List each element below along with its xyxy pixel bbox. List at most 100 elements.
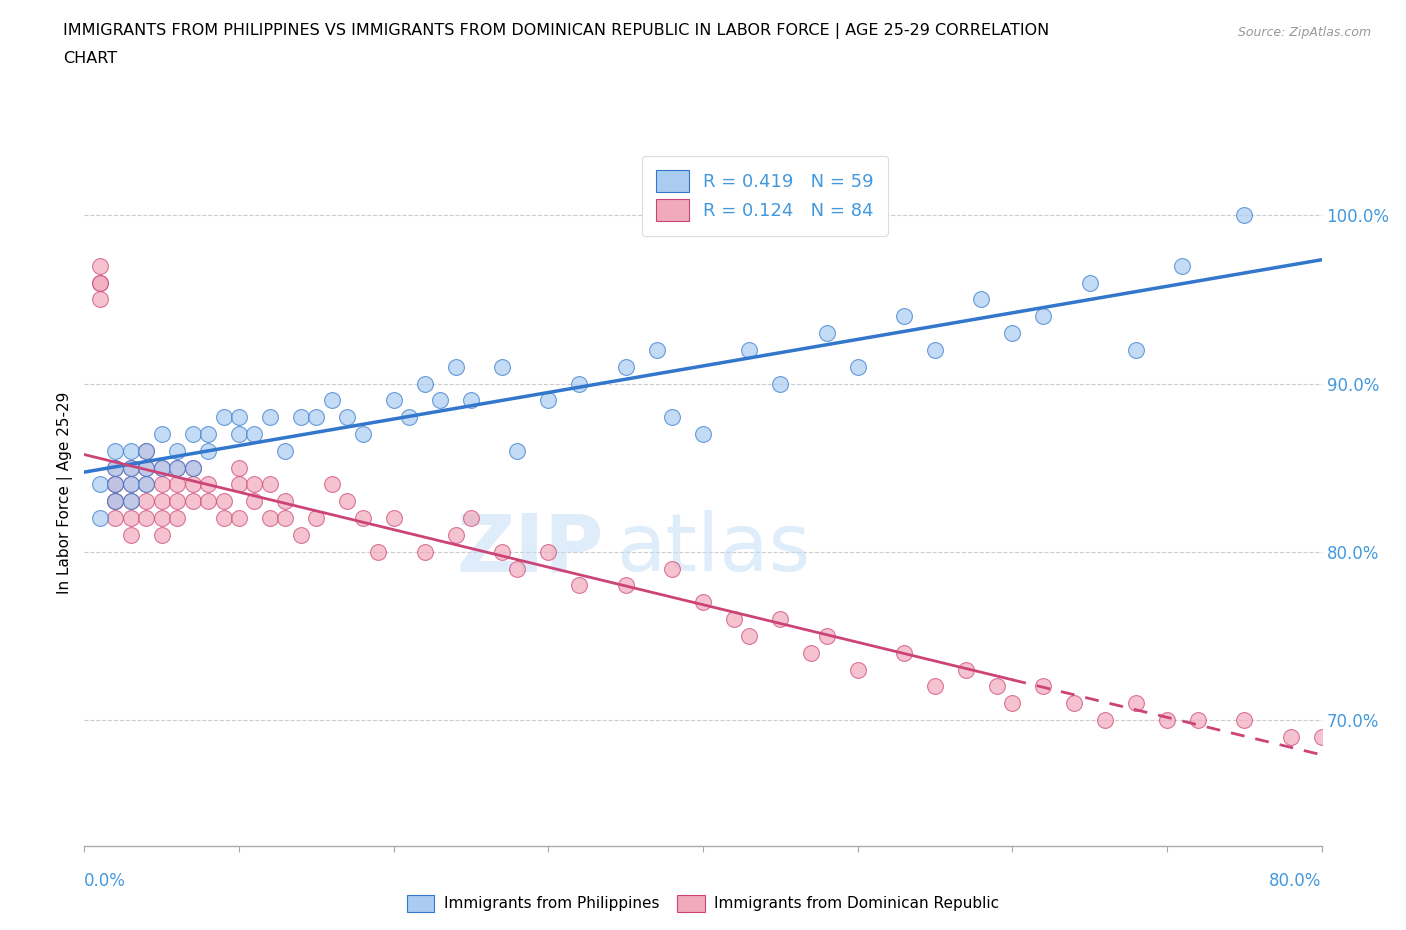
Point	[321, 477, 343, 492]
Point	[955, 662, 977, 677]
Point	[491, 544, 513, 559]
Point	[212, 511, 235, 525]
Point	[290, 527, 312, 542]
Point	[537, 544, 560, 559]
Text: 0.0%: 0.0%	[84, 871, 127, 889]
Point	[661, 410, 683, 425]
Text: 80.0%: 80.0%	[1270, 871, 1322, 889]
Point	[197, 444, 219, 458]
Point	[1310, 729, 1333, 744]
Point	[661, 561, 683, 576]
Point	[352, 427, 374, 442]
Point	[738, 629, 761, 644]
Point	[135, 460, 157, 475]
Text: CHART: CHART	[63, 51, 117, 66]
Point	[120, 494, 142, 509]
Point	[429, 392, 451, 407]
Point	[259, 477, 281, 492]
Point	[444, 527, 467, 542]
Point	[986, 679, 1008, 694]
Point	[150, 511, 173, 525]
Point	[135, 460, 157, 475]
Point	[444, 359, 467, 374]
Point	[181, 494, 204, 509]
Point	[150, 427, 173, 442]
Point	[89, 292, 111, 307]
Point	[150, 460, 173, 475]
Point	[1279, 729, 1302, 744]
Point	[924, 342, 946, 357]
Point	[1341, 729, 1364, 744]
Point	[1187, 712, 1209, 727]
Point	[692, 427, 714, 442]
Point	[491, 359, 513, 374]
Point	[259, 511, 281, 525]
Point	[1156, 712, 1178, 727]
Point	[1094, 712, 1116, 727]
Point	[506, 444, 529, 458]
Point	[120, 477, 142, 492]
Point	[692, 595, 714, 610]
Point	[537, 392, 560, 407]
Point	[181, 427, 204, 442]
Point	[197, 427, 219, 442]
Point	[259, 410, 281, 425]
Point	[460, 392, 482, 407]
Point	[104, 477, 127, 492]
Point	[228, 460, 250, 475]
Point	[243, 427, 266, 442]
Point	[413, 376, 436, 391]
Point	[1125, 696, 1147, 711]
Point	[1171, 259, 1194, 273]
Point	[135, 444, 157, 458]
Point	[212, 410, 235, 425]
Point	[135, 494, 157, 509]
Point	[614, 359, 637, 374]
Point	[382, 511, 405, 525]
Point	[723, 612, 745, 627]
Y-axis label: In Labor Force | Age 25-29: In Labor Force | Age 25-29	[58, 392, 73, 594]
Point	[1001, 326, 1024, 340]
Point	[135, 477, 157, 492]
Point	[120, 444, 142, 458]
Point	[120, 460, 142, 475]
Point	[89, 477, 111, 492]
Point	[120, 527, 142, 542]
Point	[367, 544, 389, 559]
Point	[228, 410, 250, 425]
Point	[89, 275, 111, 290]
Point	[104, 494, 127, 509]
Text: Source: ZipAtlas.com: Source: ZipAtlas.com	[1237, 26, 1371, 39]
Point	[893, 309, 915, 324]
Legend: R = 0.419   N = 59, R = 0.124   N = 84: R = 0.419 N = 59, R = 0.124 N = 84	[641, 155, 889, 236]
Point	[166, 460, 188, 475]
Point	[150, 494, 173, 509]
Point	[460, 511, 482, 525]
Point	[89, 275, 111, 290]
Point	[166, 511, 188, 525]
Point	[135, 511, 157, 525]
Point	[568, 376, 591, 391]
Point	[274, 511, 297, 525]
Point	[321, 392, 343, 407]
Point	[104, 511, 127, 525]
Point	[181, 460, 204, 475]
Text: ZIP: ZIP	[457, 511, 605, 589]
Point	[104, 477, 127, 492]
Point	[1233, 712, 1256, 727]
Point	[614, 578, 637, 593]
Point	[104, 494, 127, 509]
Point	[243, 494, 266, 509]
Point	[645, 342, 668, 357]
Point	[228, 511, 250, 525]
Point	[924, 679, 946, 694]
Point	[212, 494, 235, 509]
Point	[166, 460, 188, 475]
Point	[120, 494, 142, 509]
Point	[150, 527, 173, 542]
Point	[104, 494, 127, 509]
Point	[243, 477, 266, 492]
Point	[305, 511, 328, 525]
Point	[970, 292, 993, 307]
Point	[197, 494, 219, 509]
